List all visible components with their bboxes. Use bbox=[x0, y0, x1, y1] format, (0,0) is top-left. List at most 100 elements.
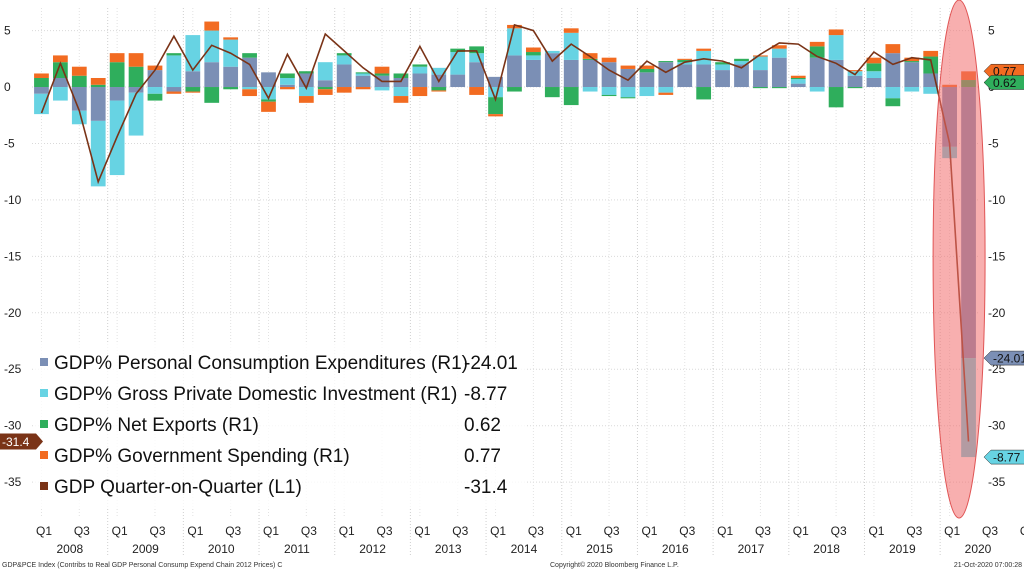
y-tick-label-right: -5 bbox=[988, 136, 999, 150]
bar-segment bbox=[261, 99, 276, 102]
legend-label: GDP% Net Exports (R1) bbox=[54, 415, 259, 436]
bar-segment bbox=[715, 62, 730, 65]
bar-segment bbox=[866, 63, 882, 72]
bar-segment bbox=[450, 52, 466, 75]
bar-segment bbox=[298, 96, 314, 103]
x-tick-label: Q1 bbox=[566, 524, 582, 538]
y-tick-label-right: -20 bbox=[988, 306, 1006, 320]
bar-segment bbox=[431, 90, 447, 92]
bar-segment bbox=[166, 87, 182, 92]
gdp-line bbox=[40, 23, 970, 442]
bar-segment bbox=[790, 75, 806, 78]
legend-value: 0.62 bbox=[464, 415, 501, 436]
bar-segment bbox=[204, 87, 220, 103]
bar-segment bbox=[847, 75, 863, 88]
x-tick-label: Q1 bbox=[717, 524, 733, 538]
bar-segment bbox=[563, 87, 579, 106]
legend-value: -31.4 bbox=[464, 477, 508, 498]
bar-segment bbox=[582, 58, 598, 60]
bar-segment bbox=[526, 47, 541, 53]
y-tick-label-left: -10 bbox=[4, 193, 22, 207]
bar-segment bbox=[431, 67, 447, 75]
bar-segment bbox=[734, 64, 749, 88]
bar-segment bbox=[828, 59, 844, 88]
x-tick-label: Q3 bbox=[755, 524, 771, 538]
bar-segment bbox=[582, 87, 598, 92]
x-tick-label: Q1 bbox=[641, 524, 657, 538]
y-tick-label-left: -35 bbox=[4, 475, 22, 489]
bar-segment bbox=[658, 61, 674, 63]
bar-segment bbox=[374, 66, 390, 74]
y-tick-label-right: -15 bbox=[988, 249, 1006, 263]
x-tick-label: Q3 bbox=[604, 524, 620, 538]
footer-copyright: Copyright© 2020 Bloomberg Finance L.P. bbox=[550, 561, 679, 569]
bar-segment bbox=[828, 87, 844, 108]
covid-quarter-highlight bbox=[932, 0, 986, 519]
highlight-ellipse bbox=[932, 0, 986, 519]
bar-segment bbox=[771, 87, 787, 89]
bar-segment bbox=[771, 57, 787, 88]
bar-segment bbox=[71, 66, 87, 76]
bar-segment bbox=[904, 57, 920, 62]
bar-segment bbox=[128, 87, 144, 93]
bar-segment bbox=[866, 57, 882, 64]
bar-segment bbox=[696, 50, 712, 65]
bar-segment bbox=[53, 87, 68, 101]
bar-segment bbox=[109, 87, 125, 101]
bar-segment bbox=[374, 73, 390, 76]
x-year-label: 2010 bbox=[208, 542, 235, 556]
bar-segment bbox=[469, 87, 484, 95]
bar-segment bbox=[147, 87, 163, 94]
y-tick-label-right: -10 bbox=[988, 193, 1006, 207]
bar-segment bbox=[336, 55, 352, 65]
x-year-label: 2009 bbox=[132, 542, 159, 556]
bar-segment bbox=[128, 53, 144, 67]
bar-segment bbox=[715, 64, 730, 71]
bar-segment bbox=[809, 57, 825, 88]
legend-value: -24.01 bbox=[464, 353, 518, 374]
bar-segment bbox=[507, 55, 522, 88]
y-tick-label-right: 5 bbox=[988, 24, 995, 38]
right-value-tag-label: 0.77 bbox=[993, 65, 1017, 79]
bar-segment bbox=[790, 83, 806, 88]
bar-segment bbox=[355, 87, 371, 90]
bar-segment bbox=[601, 57, 617, 63]
bar-segment bbox=[601, 94, 617, 97]
x-tick-label: Q1 bbox=[36, 524, 52, 538]
value-tags: 0.770.62-24.01-8.77-31.4 bbox=[0, 63, 1024, 465]
bar-segment bbox=[753, 56, 768, 71]
bar-segment bbox=[677, 64, 693, 88]
bar-segment bbox=[185, 91, 201, 93]
bar-segment bbox=[53, 77, 68, 88]
bar-segment bbox=[261, 72, 276, 88]
legend-label: GDP% Gross Private Domestic Investment (… bbox=[54, 384, 457, 405]
bar-segment bbox=[544, 53, 560, 88]
x-tick-label: Q1 bbox=[944, 524, 960, 538]
bar-segment bbox=[866, 77, 882, 88]
right-value-tag-label: -8.77 bbox=[993, 451, 1021, 465]
legend-label: GDP% Government Spending (R1) bbox=[54, 446, 350, 467]
bar-segment bbox=[317, 62, 333, 81]
x-year-label: 2018 bbox=[813, 542, 840, 556]
bar-segment bbox=[412, 64, 428, 67]
footer-timestamp: 21-Oct-2020 07:00:28 bbox=[954, 562, 1022, 569]
bar-segment bbox=[469, 53, 484, 63]
x-year-label: 2016 bbox=[662, 542, 689, 556]
bar-segment bbox=[639, 87, 655, 97]
x-year-label: 2015 bbox=[586, 542, 613, 556]
bar-segment bbox=[355, 75, 371, 88]
bar-segment bbox=[904, 62, 920, 88]
bar-segment bbox=[242, 87, 257, 90]
bar-segment bbox=[620, 65, 636, 69]
y-tick-label-left: -15 bbox=[4, 249, 22, 263]
x-tick-label: Q3 bbox=[679, 524, 695, 538]
bar-segment bbox=[620, 97, 636, 99]
bar-segment bbox=[280, 87, 295, 90]
x-year-label: 2008 bbox=[56, 542, 83, 556]
bar-segment bbox=[280, 73, 295, 78]
bar-segment bbox=[677, 59, 693, 63]
bar-segment bbox=[280, 84, 295, 88]
bar-segment bbox=[507, 87, 522, 92]
bar-segment bbox=[488, 76, 503, 88]
bar-segment bbox=[885, 98, 901, 107]
